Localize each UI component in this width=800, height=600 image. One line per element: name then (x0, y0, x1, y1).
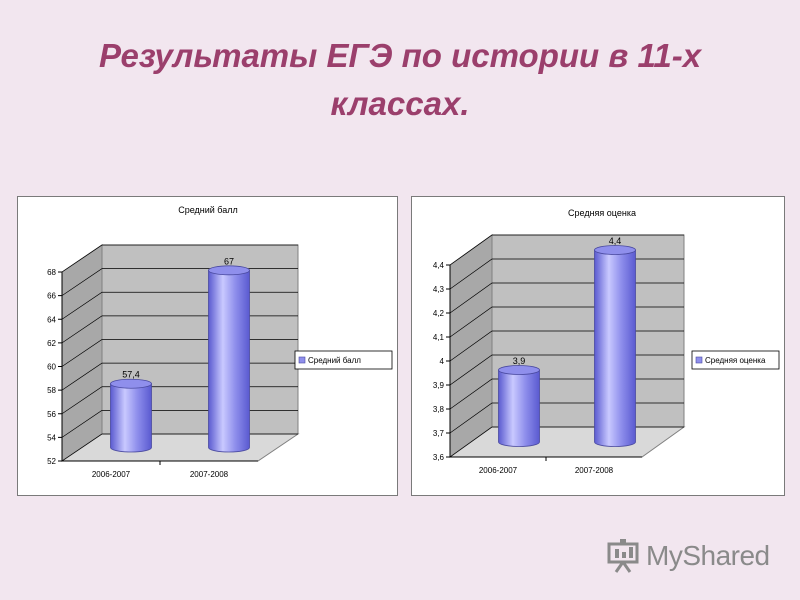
y-tick-label: 68 (47, 268, 56, 277)
watermark: MyShared (606, 538, 776, 574)
gridline (61, 244, 298, 273)
legend-swatch (298, 356, 306, 364)
average-score-plot: 52 54 56 58 60 62 64 66 68 57,4 2006-2007 67 2007-20… (47, 205, 393, 479)
average-grade-plot: 3,6 3,7 3,8 3,9 4 4,1 4,2 4,3 4,4 3,9 2006-2007 4,4… (433, 208, 780, 475)
legend-box (294, 350, 393, 370)
bar-top-2007-2008 (594, 245, 636, 255)
legend-swatch (695, 356, 703, 364)
watermark-text: MyShared (646, 540, 770, 571)
y-tick-label: 4,2 (433, 309, 445, 318)
y-tick-label: 3,6 (433, 453, 445, 462)
chart-average-score: 52 54 56 58 60 62 64 66 68 57,4 2006-2007 67 2007-20… (17, 196, 398, 496)
y-tick-label: 4,1 (433, 333, 445, 342)
chart-title: Средняя оценка (568, 208, 636, 218)
y-tick-label: 62 (47, 339, 56, 348)
bar-2007-2008 (594, 249, 636, 447)
presentation-board-icon (607, 539, 639, 573)
bar-top-2007-2008 (208, 265, 250, 276)
x-tick-label: 2007-2008 (575, 466, 614, 475)
bar-top-2006-2007 (110, 378, 152, 389)
bar-2006-2007 (498, 369, 540, 447)
y-tick-label: 56 (47, 410, 56, 419)
y-tick-label: 60 (47, 363, 56, 372)
gridline (449, 234, 684, 266)
y-tick-label: 3,8 (433, 405, 445, 414)
bar-2006-2007 (110, 383, 152, 453)
bar-2007-2008 (208, 269, 250, 453)
y-tick-label: 4,4 (433, 261, 445, 270)
legend-box (691, 350, 780, 370)
data-label: 3,9 (513, 356, 526, 366)
y-tick-label: 66 (47, 292, 56, 301)
data-label: 67 (224, 256, 234, 266)
y-tick-label: 64 (47, 315, 56, 324)
slide-title: Результаты ЕГЭ по истории в 11-х классах… (98, 37, 702, 122)
chart-average-grade: 3,6 3,7 3,8 3,9 4 4,1 4,2 4,3 4,4 3,9 2006-2007 4,4… (411, 196, 785, 496)
x-tick-label: 2007-2008 (190, 470, 229, 479)
legend-label: Средняя оценка (705, 356, 766, 365)
y-tick-label: 3,7 (433, 429, 445, 438)
x-tick-label: 2006-2007 (92, 470, 131, 479)
data-label: 57,4 (122, 370, 140, 380)
chart-title: Средний балл (178, 205, 238, 215)
y-tick-label: 58 (47, 386, 56, 395)
y-tick-label: 4 (440, 357, 445, 366)
y-tick-label: 4,3 (433, 285, 445, 294)
y-tick-label: 54 (47, 433, 56, 442)
y-tick-label: 52 (47, 457, 56, 466)
y-tick-label: 3,9 (433, 381, 445, 390)
chart-floor (60, 433, 300, 462)
legend-label: Средний балл (308, 356, 361, 365)
data-label: 4,4 (609, 236, 622, 246)
x-tick-label: 2006-2007 (479, 466, 518, 475)
bar-top-2006-2007 (498, 365, 540, 375)
